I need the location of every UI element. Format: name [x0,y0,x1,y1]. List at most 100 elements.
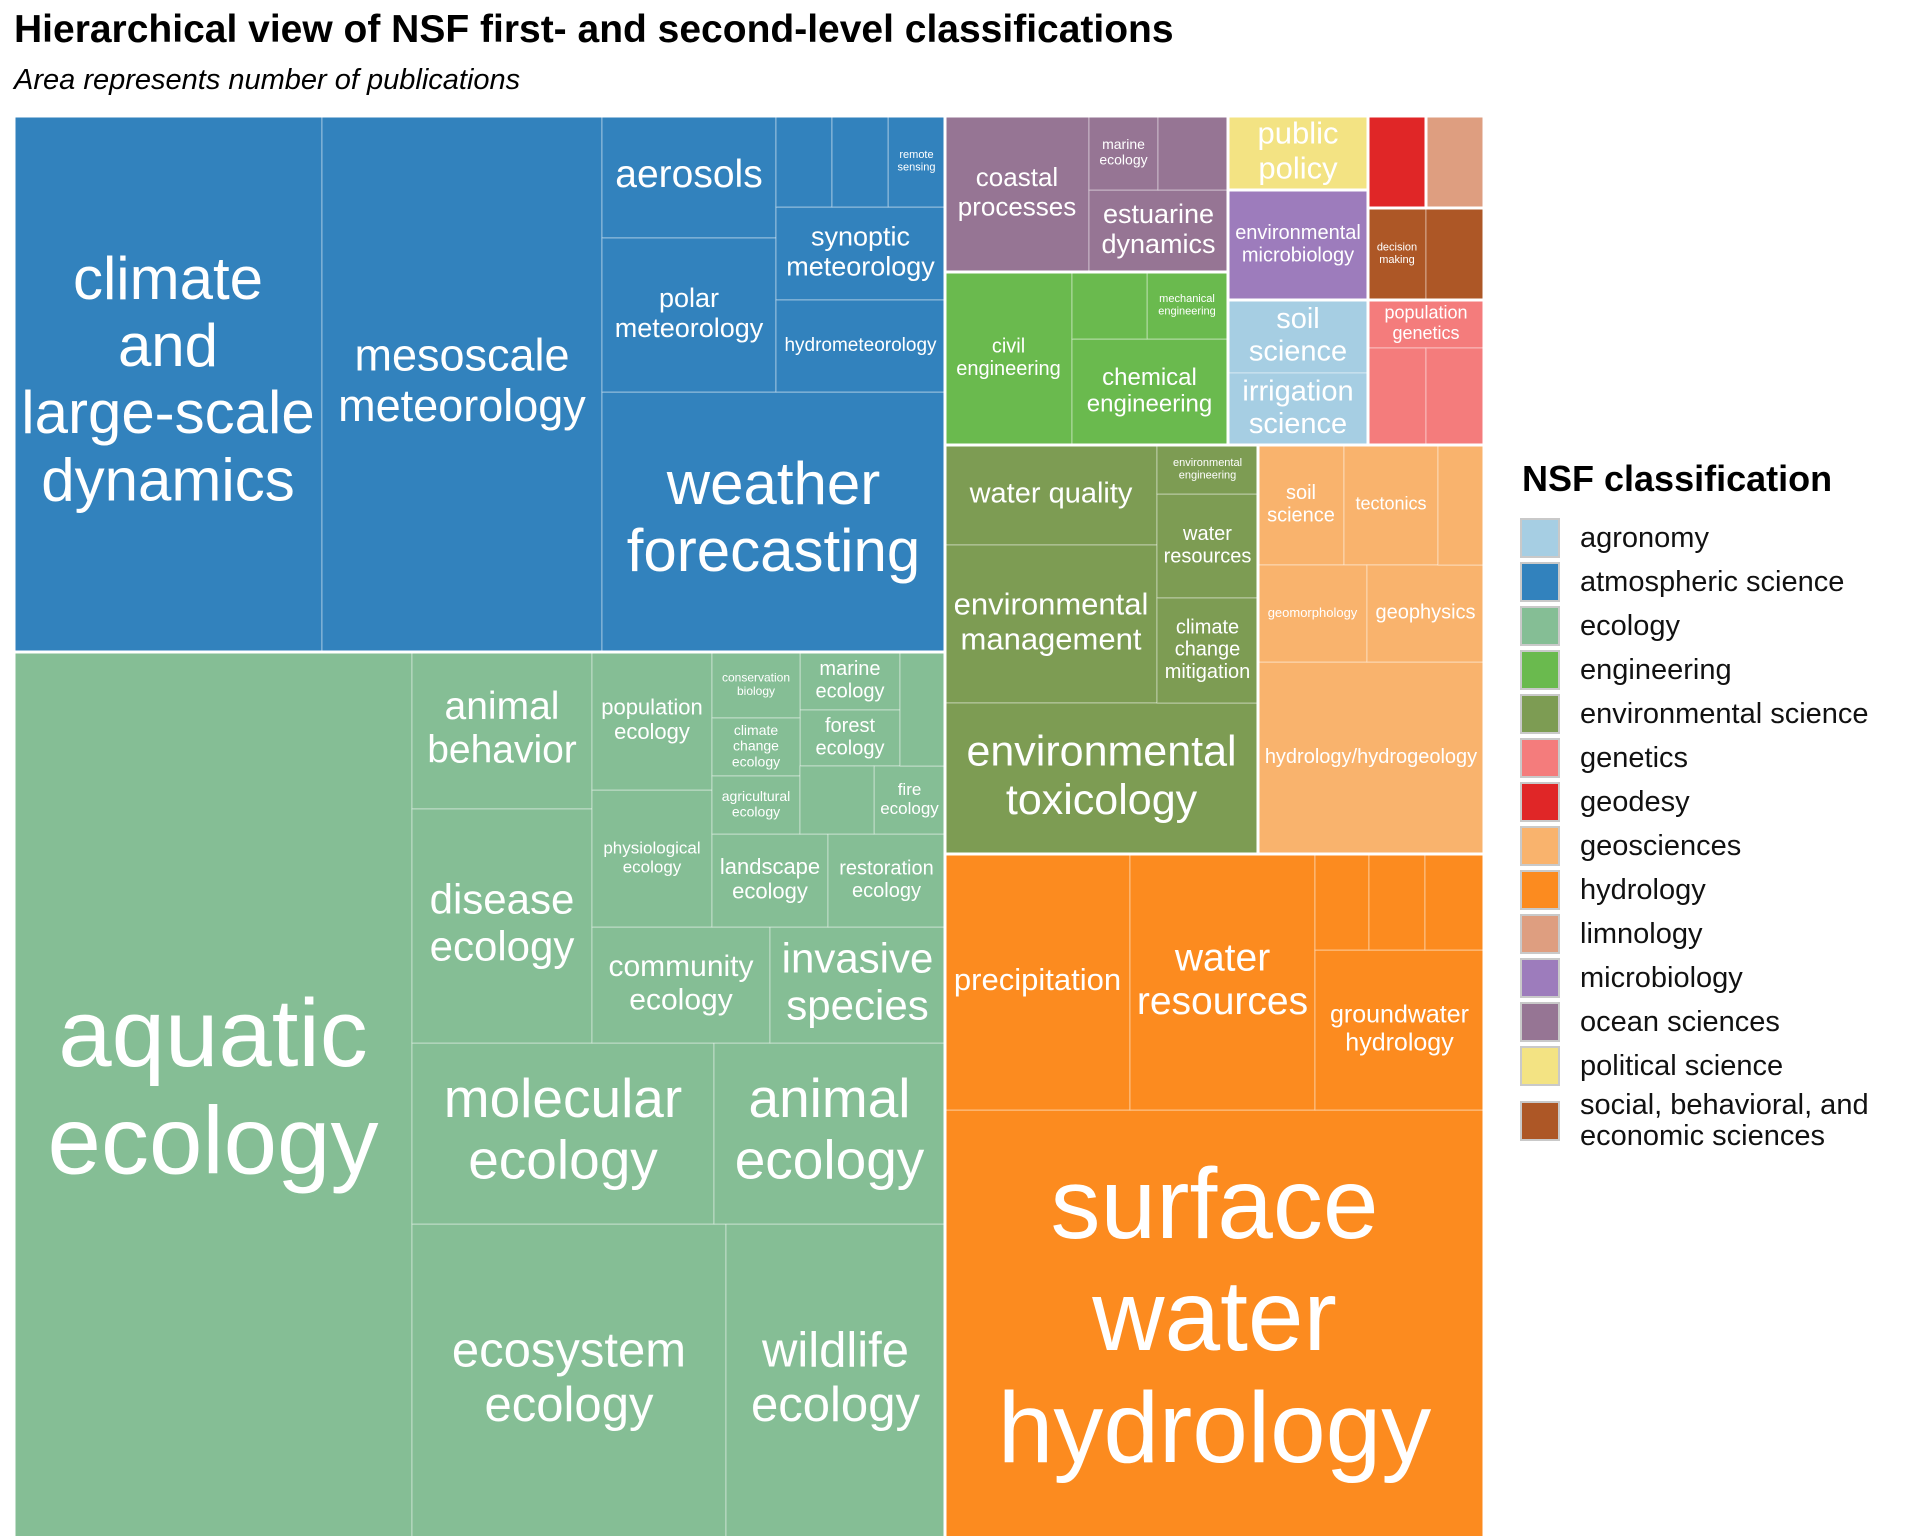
tile-label: precipitation [954,962,1121,997]
legend-label: geodesy [1580,785,1690,818]
tile-label: environmental microbiology [1235,222,1361,266]
tile-ecology-unlabeled [799,765,875,835]
tile-label: groundwater hydrology [1330,1001,1469,1057]
tile-genetics-unlabeled [1367,347,1427,446]
legend-swatch [1520,694,1560,734]
tile-hydrology-unlabeled [1314,853,1370,951]
tile-label: disease ecology [430,875,575,969]
tile-label: hydrometeorology [784,335,937,356]
legend-label: agronomy [1580,521,1709,554]
legend-swatch [1520,1046,1560,1086]
tile-environmental-science-environmental-management [944,544,1158,704]
legend-item-ocean-sciences: ocean sciences [1520,1002,1920,1042]
legend-swatch [1520,518,1560,558]
tile-label: civil engineering [956,336,1061,380]
tile-label: surface water hydrology [998,1148,1432,1484]
tile-ecology-population-ecology [591,651,713,791]
chart-title: Hierarchical view of NSF first- and seco… [14,8,1174,51]
legend-item-social-behavioral-and-economic-sciences: social, behavioral, and economic science… [1520,1090,1920,1152]
tile-label: climate change ecology [732,722,780,769]
legend-label: geosciences [1580,829,1742,862]
legend-item-ecology: ecology [1520,606,1920,646]
tile-label: animal ecology [735,1067,925,1191]
tile-label: remote sensing [898,149,936,173]
tile-label: animal behavior [427,685,577,772]
tile-label: population ecology [601,694,703,744]
tile-label: environmental engineering [1173,457,1242,481]
tile-ecology-ecosystem-ecology [411,1223,727,1536]
tile-geosciences-geophysics [1366,564,1485,663]
tile-label: wildlife ecology [751,1323,920,1432]
tile-label: invasive species [782,934,934,1028]
tile-label: climate and large-scale dynamics [21,245,314,514]
tile-ecology-restoration-ecology [827,833,946,928]
legend-item-microbiology: microbiology [1520,958,1920,998]
legend-label: political science [1580,1049,1784,1082]
tile-atmospheric-science-mesoscale-meteorology [321,115,603,653]
tile-label: tectonics [1355,494,1426,514]
legend-title: NSF classification [1522,458,1833,499]
legend: NSF classification agronomy atmospheric s… [1520,458,1920,1156]
tile-social-behavioral-and-economic-sciences-unlabeled [1425,207,1485,301]
tile-environmental-science-water-resources [1156,493,1259,599]
tile-label: forest ecology [816,715,885,759]
tile-environmental-science-environmental-toxicology [944,702,1259,855]
tile-genetics-unlabeled [1425,347,1485,446]
tile-ecology-invasive-species [769,926,946,1044]
legend-swatch [1520,738,1560,778]
tile-environmental-science-environmental-engineering [1156,444,1259,495]
tile-label: coastal processes [958,162,1077,221]
tile-label: agricultural ecology [722,788,790,820]
legend-swatch [1520,958,1560,998]
tile-label: physiological ecology [603,838,700,876]
tile-atmospheric-science-aerosols [601,115,777,239]
tile-ocean-sciences-unlabeled [1157,115,1229,191]
tile-label: irrigation science [1242,375,1353,439]
tile-agronomy-irrigation-science [1227,372,1369,446]
tile-label: decision making [1377,242,1417,266]
legend-label: ecology [1580,609,1680,642]
legend-label: hydrology [1580,873,1706,906]
legend-label: ocean sciences [1580,1005,1780,1038]
tile-label: fire ecology [880,780,939,818]
tile-ecology-disease-ecology [411,808,593,1044]
legend-item-environmental-science: environmental science [1520,694,1920,734]
tile-label: polar meteorology [615,283,764,343]
legend-item-agronomy: agronomy [1520,518,1920,558]
legend-item-engineering: engineering [1520,650,1920,690]
tile-label: environmental toxicology [966,728,1236,824]
tile-label: mesoscale meteorology [338,330,586,431]
tile-hydrology-precipitation [944,853,1131,1111]
tile-ecology-community-ecology [591,926,771,1044]
tile-ecology-aquatic-ecology [13,651,413,1536]
legend-label: environmental science [1580,697,1869,730]
tile-geosciences-unlabeled [1437,444,1485,566]
tile-atmospheric-science-unlabeled [775,115,833,208]
legend-item-genetics: genetics [1520,738,1920,778]
tile-geosciences-tectonics [1343,444,1439,566]
tile-label: landscape ecology [720,854,820,904]
tile-genetics-population-genetics [1367,299,1485,349]
group-border [943,852,1486,1536]
tile-atmospheric-science-unlabeled [831,115,889,208]
tile-label: estuarine dynamics [1101,199,1215,259]
tile-atmospheric-science-hydrometeorology [775,299,946,393]
tile-environmental-science-climate-change-mitigation [1156,597,1259,704]
tile-ecology-unlabeled [899,651,946,767]
legend-swatch [1520,562,1560,602]
tile-label: geomorphology [1268,605,1358,620]
legend-item-geosciences: geosciences [1520,826,1920,866]
legend-item-limnology: limnology [1520,914,1920,954]
tile-ecology-wildlife-ecology [725,1223,946,1536]
tile-ecology-forest-ecology [799,709,901,767]
legend-swatch [1520,826,1560,866]
tile-geosciences-geomorphology [1257,564,1368,663]
legend-label: genetics [1580,741,1689,774]
tile-label: mechanical engineering [1158,293,1216,317]
tile-label: aquatic ecology [48,980,379,1195]
tile-label: environmental management [954,587,1149,657]
tile-ocean-sciences-estuarine-dynamics [1088,189,1229,273]
tile-ecology-molecular-ecology [411,1042,715,1225]
tile-ecology-animal-ecology [713,1042,946,1225]
tile-label: geophysics [1375,602,1475,624]
